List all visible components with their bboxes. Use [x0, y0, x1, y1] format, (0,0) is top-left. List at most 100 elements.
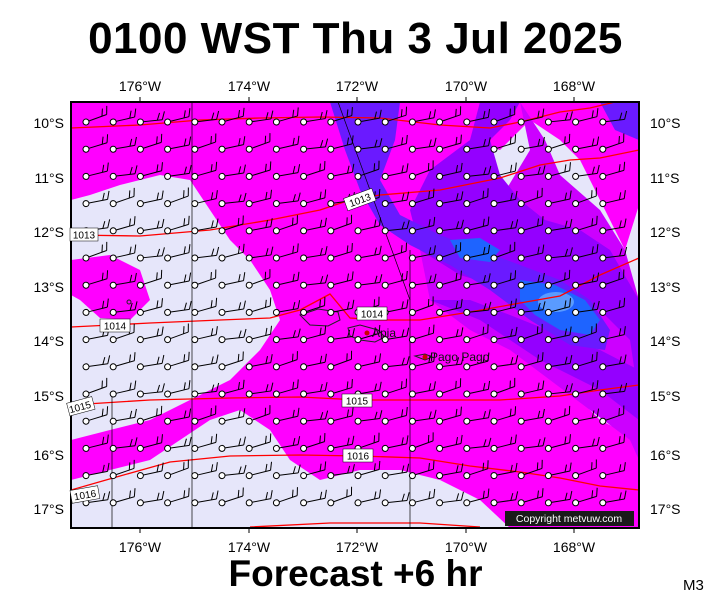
wind-barb [436, 434, 463, 452]
wind-barb [82, 355, 111, 371]
wind-barb [109, 380, 137, 398]
wind-barb [408, 460, 435, 480]
wind-barb [82, 105, 108, 126]
wind-barb [490, 105, 516, 126]
island-savaii [299, 308, 341, 327]
wind-barb [463, 380, 491, 398]
wind-barb [327, 328, 355, 344]
wind-barb [354, 274, 383, 289]
wind-barb [544, 111, 573, 126]
wind-barb [599, 405, 625, 425]
wind-barb [436, 191, 464, 208]
rain-heavy-area [140, 102, 639, 460]
wind-barb [436, 162, 463, 180]
wind-barb [463, 488, 490, 507]
lat-tick-right-17: 17°S [650, 501, 681, 517]
wind-barb [381, 406, 408, 425]
wind-barb [164, 164, 192, 180]
wind-barb [109, 165, 138, 180]
wind-barb [327, 350, 353, 371]
lat-tick-left-11: 11°S [35, 170, 64, 186]
wind-barb [245, 354, 273, 371]
wind-barb [300, 461, 327, 480]
wind-barb [544, 218, 573, 235]
wind-barb [463, 324, 489, 344]
wind-barb [191, 354, 219, 371]
wind-barb [272, 215, 298, 235]
wind-barb [109, 136, 137, 153]
lat-tick-right-16: 16°S [650, 447, 681, 463]
lon-tick-top-174: 174°W [228, 78, 271, 94]
wind-barb [463, 460, 489, 480]
island-tutuila [413, 353, 434, 361]
wind-barb [245, 161, 272, 180]
wind-barb [490, 406, 517, 425]
wind-barb [490, 241, 516, 262]
wind-barb [136, 462, 164, 480]
wind-barb [272, 164, 301, 180]
wind-barb [354, 353, 382, 371]
wind-barb [463, 216, 490, 235]
lat-tick-left-16: 16°S [33, 447, 64, 463]
wind-barb [218, 436, 246, 452]
wind-barb [354, 432, 380, 452]
isobar-labels: 1013 1013 1014 1014 1015 1015 1016 1016 [66, 187, 388, 504]
wind-barb [408, 245, 436, 262]
city-label-apia: Apia [372, 326, 396, 340]
wind-barb [436, 491, 464, 507]
wind-barb [218, 215, 244, 235]
wind-barb [572, 244, 599, 262]
isobar-label-1014-b: 1014 [361, 310, 384, 321]
rain-very-heavy-area [180, 102, 639, 400]
wind-barb [164, 300, 192, 316]
wind-barb [544, 190, 572, 208]
wind-barb [599, 490, 627, 507]
wind-barb [490, 355, 519, 371]
wind-barb [136, 218, 165, 235]
wind-barb [164, 136, 192, 153]
wind-barb [245, 218, 273, 235]
wind-barb [599, 382, 628, 398]
wind-barb [218, 272, 246, 289]
wind-barb [136, 405, 163, 425]
wind-barb [517, 459, 543, 480]
wind-barb [463, 301, 492, 316]
copyright-box [505, 511, 634, 526]
wind-barb [381, 270, 408, 289]
wind-barb [245, 433, 272, 452]
wind-barb [245, 133, 271, 153]
wind-barb [436, 219, 464, 235]
wind-barb [599, 326, 626, 344]
lat-tick-left-13: 13°S [33, 279, 64, 295]
city-label-pago-pago: Pago Pago [430, 350, 490, 364]
wind-barb [245, 246, 274, 262]
wind-barb [544, 383, 573, 398]
wind-barb [218, 328, 247, 344]
wind-barb [82, 270, 109, 289]
wind-barb [136, 247, 165, 262]
wind-barb [109, 244, 137, 262]
wind-barb [191, 161, 218, 180]
wind-barb [245, 405, 271, 425]
wind-barb [136, 133, 163, 153]
wind-barb [463, 188, 489, 208]
wind-barb [599, 246, 628, 262]
lat-tick-left-10: 10°S [33, 115, 64, 131]
wind-barb [109, 301, 138, 316]
wind-barb [517, 380, 545, 398]
wind-barb [463, 137, 491, 153]
wind-barb [191, 462, 218, 480]
wind-barb [544, 490, 573, 507]
wind-barb [82, 462, 110, 480]
longitude-axis: 176°W 174°W 172°W 170°W 168°W 176°W 174°… [119, 78, 596, 555]
wind-barb [354, 109, 382, 126]
wind-barb [164, 487, 190, 507]
lat-tick-left-15: 15°S [33, 388, 64, 404]
lat-tick-right-13: 13°S [650, 279, 681, 295]
wind-barb [109, 108, 137, 126]
wind-barb [381, 191, 410, 208]
wind-barb [272, 464, 301, 480]
wind-barb [327, 299, 355, 316]
isobar-label-1016-a: 1016 [347, 452, 370, 463]
wind-barb [572, 187, 597, 208]
